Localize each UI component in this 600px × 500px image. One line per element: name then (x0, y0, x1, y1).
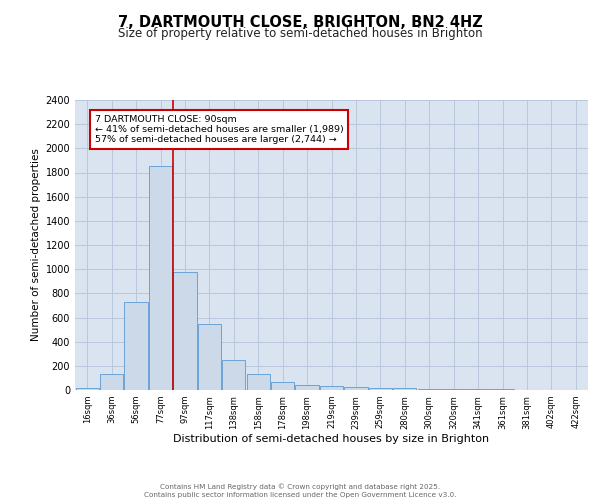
Bar (466, 389, 490, 390)
Bar (198, 324, 221, 390)
Bar (369, 388, 392, 390)
Bar (344, 387, 368, 390)
Bar (149, 166, 172, 390)
Y-axis label: Number of semi-detached properties: Number of semi-detached properties (31, 148, 41, 342)
Bar (320, 386, 343, 390)
Bar (76, 388, 99, 390)
Bar (124, 302, 148, 390)
Text: 7, DARTMOUTH CLOSE, BRIGHTON, BN2 4HZ: 7, DARTMOUTH CLOSE, BRIGHTON, BN2 4HZ (118, 15, 482, 30)
Bar (222, 360, 245, 390)
Bar (295, 384, 319, 390)
X-axis label: Distribution of semi-detached houses by size in Brighton: Distribution of semi-detached houses by … (173, 434, 490, 444)
Text: Size of property relative to semi-detached houses in Brighton: Size of property relative to semi-detach… (118, 28, 482, 40)
Text: Contains HM Land Registry data © Crown copyright and database right 2025.
Contai: Contains HM Land Registry data © Crown c… (144, 484, 456, 498)
Bar (442, 389, 465, 390)
Bar (418, 389, 441, 390)
Bar (271, 382, 294, 390)
Bar (173, 272, 197, 390)
Bar (393, 388, 416, 390)
Bar (100, 374, 123, 390)
Bar (247, 374, 270, 390)
Text: 7 DARTMOUTH CLOSE: 90sqm
← 41% of semi-detached houses are smaller (1,989)
57% o: 7 DARTMOUTH CLOSE: 90sqm ← 41% of semi-d… (95, 114, 343, 144)
